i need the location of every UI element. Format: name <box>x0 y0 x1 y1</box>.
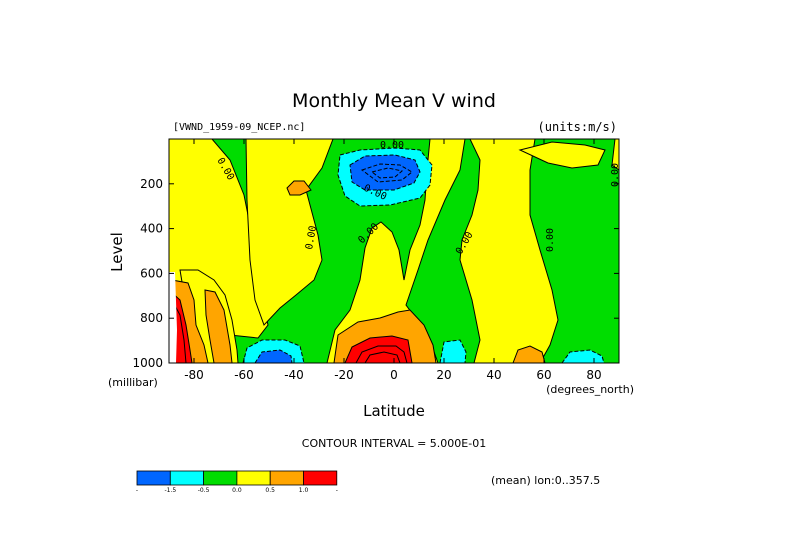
region-positive-weak <box>611 139 619 171</box>
region-positive-weak <box>245 139 334 326</box>
inner-contour <box>370 167 404 179</box>
mean-label: (mean) lon:0..357.5 <box>491 474 600 487</box>
y-axis: 200 400 600 800 1000 <box>132 177 619 370</box>
missing-data-patch <box>169 272 177 363</box>
colorbar-tick-label: -1.5 <box>164 487 176 494</box>
x-tick-label: 80 <box>586 368 601 382</box>
x-tick-label: -20 <box>334 368 354 382</box>
y-tick-label: 800 <box>140 311 163 325</box>
colorbar-end-marker: - <box>136 487 138 494</box>
region-positive-moderate <box>204 289 233 363</box>
colorbar-swatch <box>303 470 338 486</box>
region-negative-moderate <box>439 339 467 363</box>
region-positive-moderate <box>512 345 546 363</box>
y-tick-label: 600 <box>140 266 163 280</box>
y-tick-label: 200 <box>140 177 163 191</box>
region-negative-strong <box>254 349 293 363</box>
x-tick-label: 40 <box>486 368 501 382</box>
region-positive-strong <box>344 335 413 363</box>
x-tick-label: -60 <box>234 368 254 382</box>
colorbar-swatch <box>269 470 304 486</box>
region-positive-weak <box>326 139 466 363</box>
x-axis: -80 -60 -40 -20 0 20 40 60 80 <box>184 139 602 382</box>
colorbar-tick-label: 0.5 <box>265 487 275 494</box>
colorbar-swatch <box>169 470 205 486</box>
inner-contour <box>364 351 401 363</box>
colorbar-tick-label: 0.0 <box>232 487 242 494</box>
x-tick-label: -40 <box>284 368 304 382</box>
contour-label: 0.00 <box>304 225 319 251</box>
region-positive-weak <box>459 139 559 363</box>
colorbar-end-marker: - <box>336 487 338 494</box>
x-units-label: (degrees_north) <box>546 383 634 396</box>
contour-label: 0.00 <box>610 163 621 187</box>
x-tick-label: 0 <box>390 368 398 382</box>
x-tick-label: -80 <box>184 368 204 382</box>
x-tick-label: 60 <box>536 368 551 382</box>
y-units-label: (millibar) <box>108 376 158 389</box>
colorbar-swatch <box>136 470 171 486</box>
contour-field <box>169 139 619 363</box>
inner-contour <box>355 345 408 363</box>
colorbar-swatch <box>203 470 238 486</box>
chart-title: Monthly Mean V wind <box>292 90 496 112</box>
colorbar-tick-label: -0.5 <box>198 487 210 494</box>
y-tick-label: 400 <box>140 222 163 236</box>
x-axis-title: Latitude <box>363 402 425 420</box>
y-tick-label: 1000 <box>132 356 163 370</box>
contour-interval-label: CONTOUR INTERVAL = 5.000E-01 <box>302 437 486 450</box>
colorbar-swatch <box>236 470 271 486</box>
contour-label: 0.00 <box>545 228 556 252</box>
region-positive-weak <box>518 141 606 169</box>
region-positive-moderate <box>286 180 312 196</box>
colorbar-tick-label: 1.0 <box>299 487 309 494</box>
colorbar-legend: -1.5 -0.5 0.0 0.5 1.0 - - <box>136 470 338 494</box>
y-axis-title: Level <box>108 232 126 272</box>
region-negative-strong <box>349 154 421 191</box>
inner-contour <box>360 163 413 183</box>
dataset-label: [VWND_1959-09_NCEP.nc] <box>173 122 305 133</box>
units-label: (units:m/s) <box>538 120 617 134</box>
x-tick-label: 20 <box>436 368 451 382</box>
contour-label: 0.00 <box>380 140 404 151</box>
